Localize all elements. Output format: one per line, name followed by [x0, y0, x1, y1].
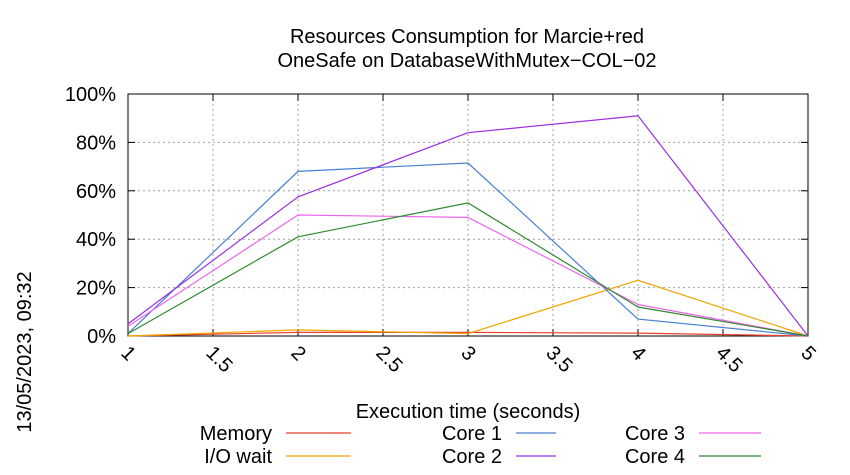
x-tick-label: 1.5 — [201, 342, 236, 377]
x-tick-label: 2.5 — [371, 342, 406, 377]
series-line-core-3 — [127, 214, 809, 337]
y-tick-label: 80% — [76, 132, 116, 154]
x-tick-label: 5 — [796, 342, 819, 365]
series-line-core-4 — [127, 202, 809, 337]
series-line-memory — [127, 331, 809, 337]
grid-lines — [128, 94, 808, 336]
series-line-i-o-wait — [127, 279, 809, 337]
timestamp: 13/05/2023, 09:32 — [14, 271, 36, 432]
legend-label: Core 3 — [625, 423, 685, 445]
x-tick-label: 3.5 — [541, 342, 576, 377]
legend-label: Core 4 — [625, 446, 685, 468]
y-axis-ticks: 0% 20% 40% 60% 80% 100% — [65, 84, 808, 348]
x-tick-label: 1 — [116, 342, 139, 365]
legend-label: I/O wait — [204, 446, 272, 468]
legend-label: Core 1 — [442, 423, 502, 445]
legend-label: Core 2 — [442, 446, 502, 468]
legend-label: Memory — [200, 423, 272, 445]
x-axis-label: Execution time (seconds) — [356, 401, 581, 423]
x-tick-label: 4.5 — [711, 342, 746, 377]
x-tick-label: 3 — [456, 342, 479, 365]
x-tick-label: 4 — [626, 342, 649, 365]
y-tick-label: 60% — [76, 181, 116, 203]
chart-title-line-2: OneSafe on DatabaseWithMutex−COL−02 — [277, 50, 656, 72]
series-line-core-1 — [127, 162, 809, 337]
series-line-core-2 — [127, 115, 809, 337]
chart-title-line-1: Resources Consumption for Marcie+red — [290, 26, 644, 48]
y-tick-label: 40% — [76, 229, 116, 251]
y-tick-label: 0% — [87, 326, 116, 348]
x-tick-label: 2 — [286, 342, 309, 365]
y-tick-label: 20% — [76, 278, 116, 300]
series-lines — [127, 115, 809, 337]
y-tick-label: 100% — [65, 84, 116, 106]
